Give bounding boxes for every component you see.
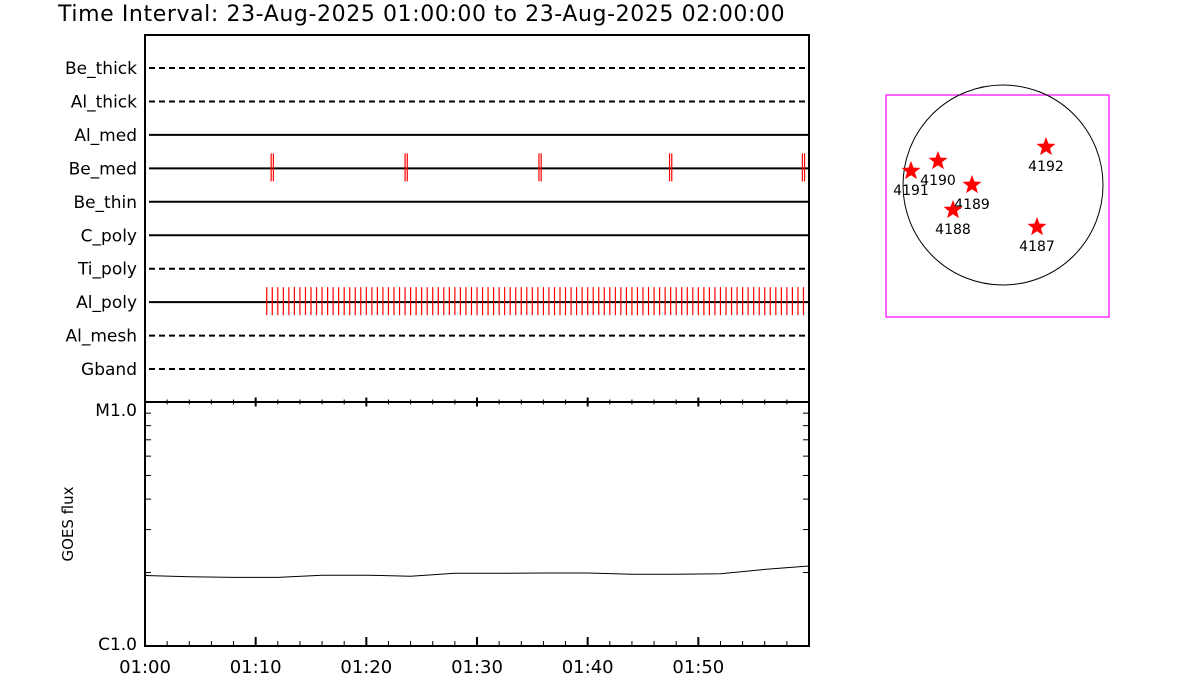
active-region-label-4188: 4188 bbox=[935, 222, 971, 238]
active-region-label-4190: 4190 bbox=[920, 173, 956, 189]
goes-xtick-label-0130: 01:30 bbox=[451, 657, 503, 678]
solar-disk bbox=[902, 84, 1104, 286]
goes-xtick-label-0150: 01:50 bbox=[672, 657, 724, 678]
active-region-marker bbox=[928, 151, 948, 170]
row-label-al-thick: Al_thick bbox=[71, 92, 137, 112]
row-label-gband: Gband bbox=[81, 360, 137, 380]
active-region-marker bbox=[962, 175, 982, 194]
goes-ytick-label-c1: C1.0 bbox=[98, 635, 137, 655]
row-label-c-poly: C_poly bbox=[81, 226, 137, 246]
row-label-al-med: Al_med bbox=[74, 126, 137, 146]
row-label-be-thin: Be_thin bbox=[73, 193, 137, 213]
chart-title: Time Interval: 23-Aug-2025 01:00:00 to 2… bbox=[58, 2, 786, 27]
active-region-marker bbox=[943, 200, 963, 219]
goes-xtick-label-0110: 01:10 bbox=[230, 657, 282, 678]
active-region-label-4191: 4191 bbox=[893, 183, 929, 199]
active-region-marker bbox=[1027, 217, 1047, 236]
row-label-ti-poly: Ti_poly bbox=[77, 260, 137, 280]
active-region-marker bbox=[901, 161, 921, 180]
goes-ytick-label-m1: M1.0 bbox=[95, 401, 137, 421]
active-region-label-4192: 4192 bbox=[1028, 159, 1064, 175]
row-label-be-thick: Be_thick bbox=[65, 59, 137, 79]
row-label-al-poly: Al_poly bbox=[76, 293, 137, 313]
active-region-marker bbox=[1036, 137, 1056, 156]
goes-xtick-label-0140: 01:40 bbox=[562, 657, 614, 678]
goes-ylabel: GOES flux bbox=[59, 486, 77, 561]
row-label-al-mesh: Al_mesh bbox=[65, 327, 137, 347]
active-region-label-4187: 4187 bbox=[1019, 239, 1055, 255]
active-region-label-4189: 4189 bbox=[954, 197, 990, 213]
disk-frame bbox=[885, 94, 1110, 318]
goes-xtick-label-0100: 01:00 bbox=[119, 657, 171, 678]
timeline-frame bbox=[144, 34, 810, 403]
row-label-be-med: Be_med bbox=[69, 159, 137, 179]
goes-flux-line bbox=[144, 565, 810, 578]
goes-xtick-label-0120: 01:20 bbox=[340, 657, 392, 678]
goes-frame bbox=[144, 401, 810, 647]
